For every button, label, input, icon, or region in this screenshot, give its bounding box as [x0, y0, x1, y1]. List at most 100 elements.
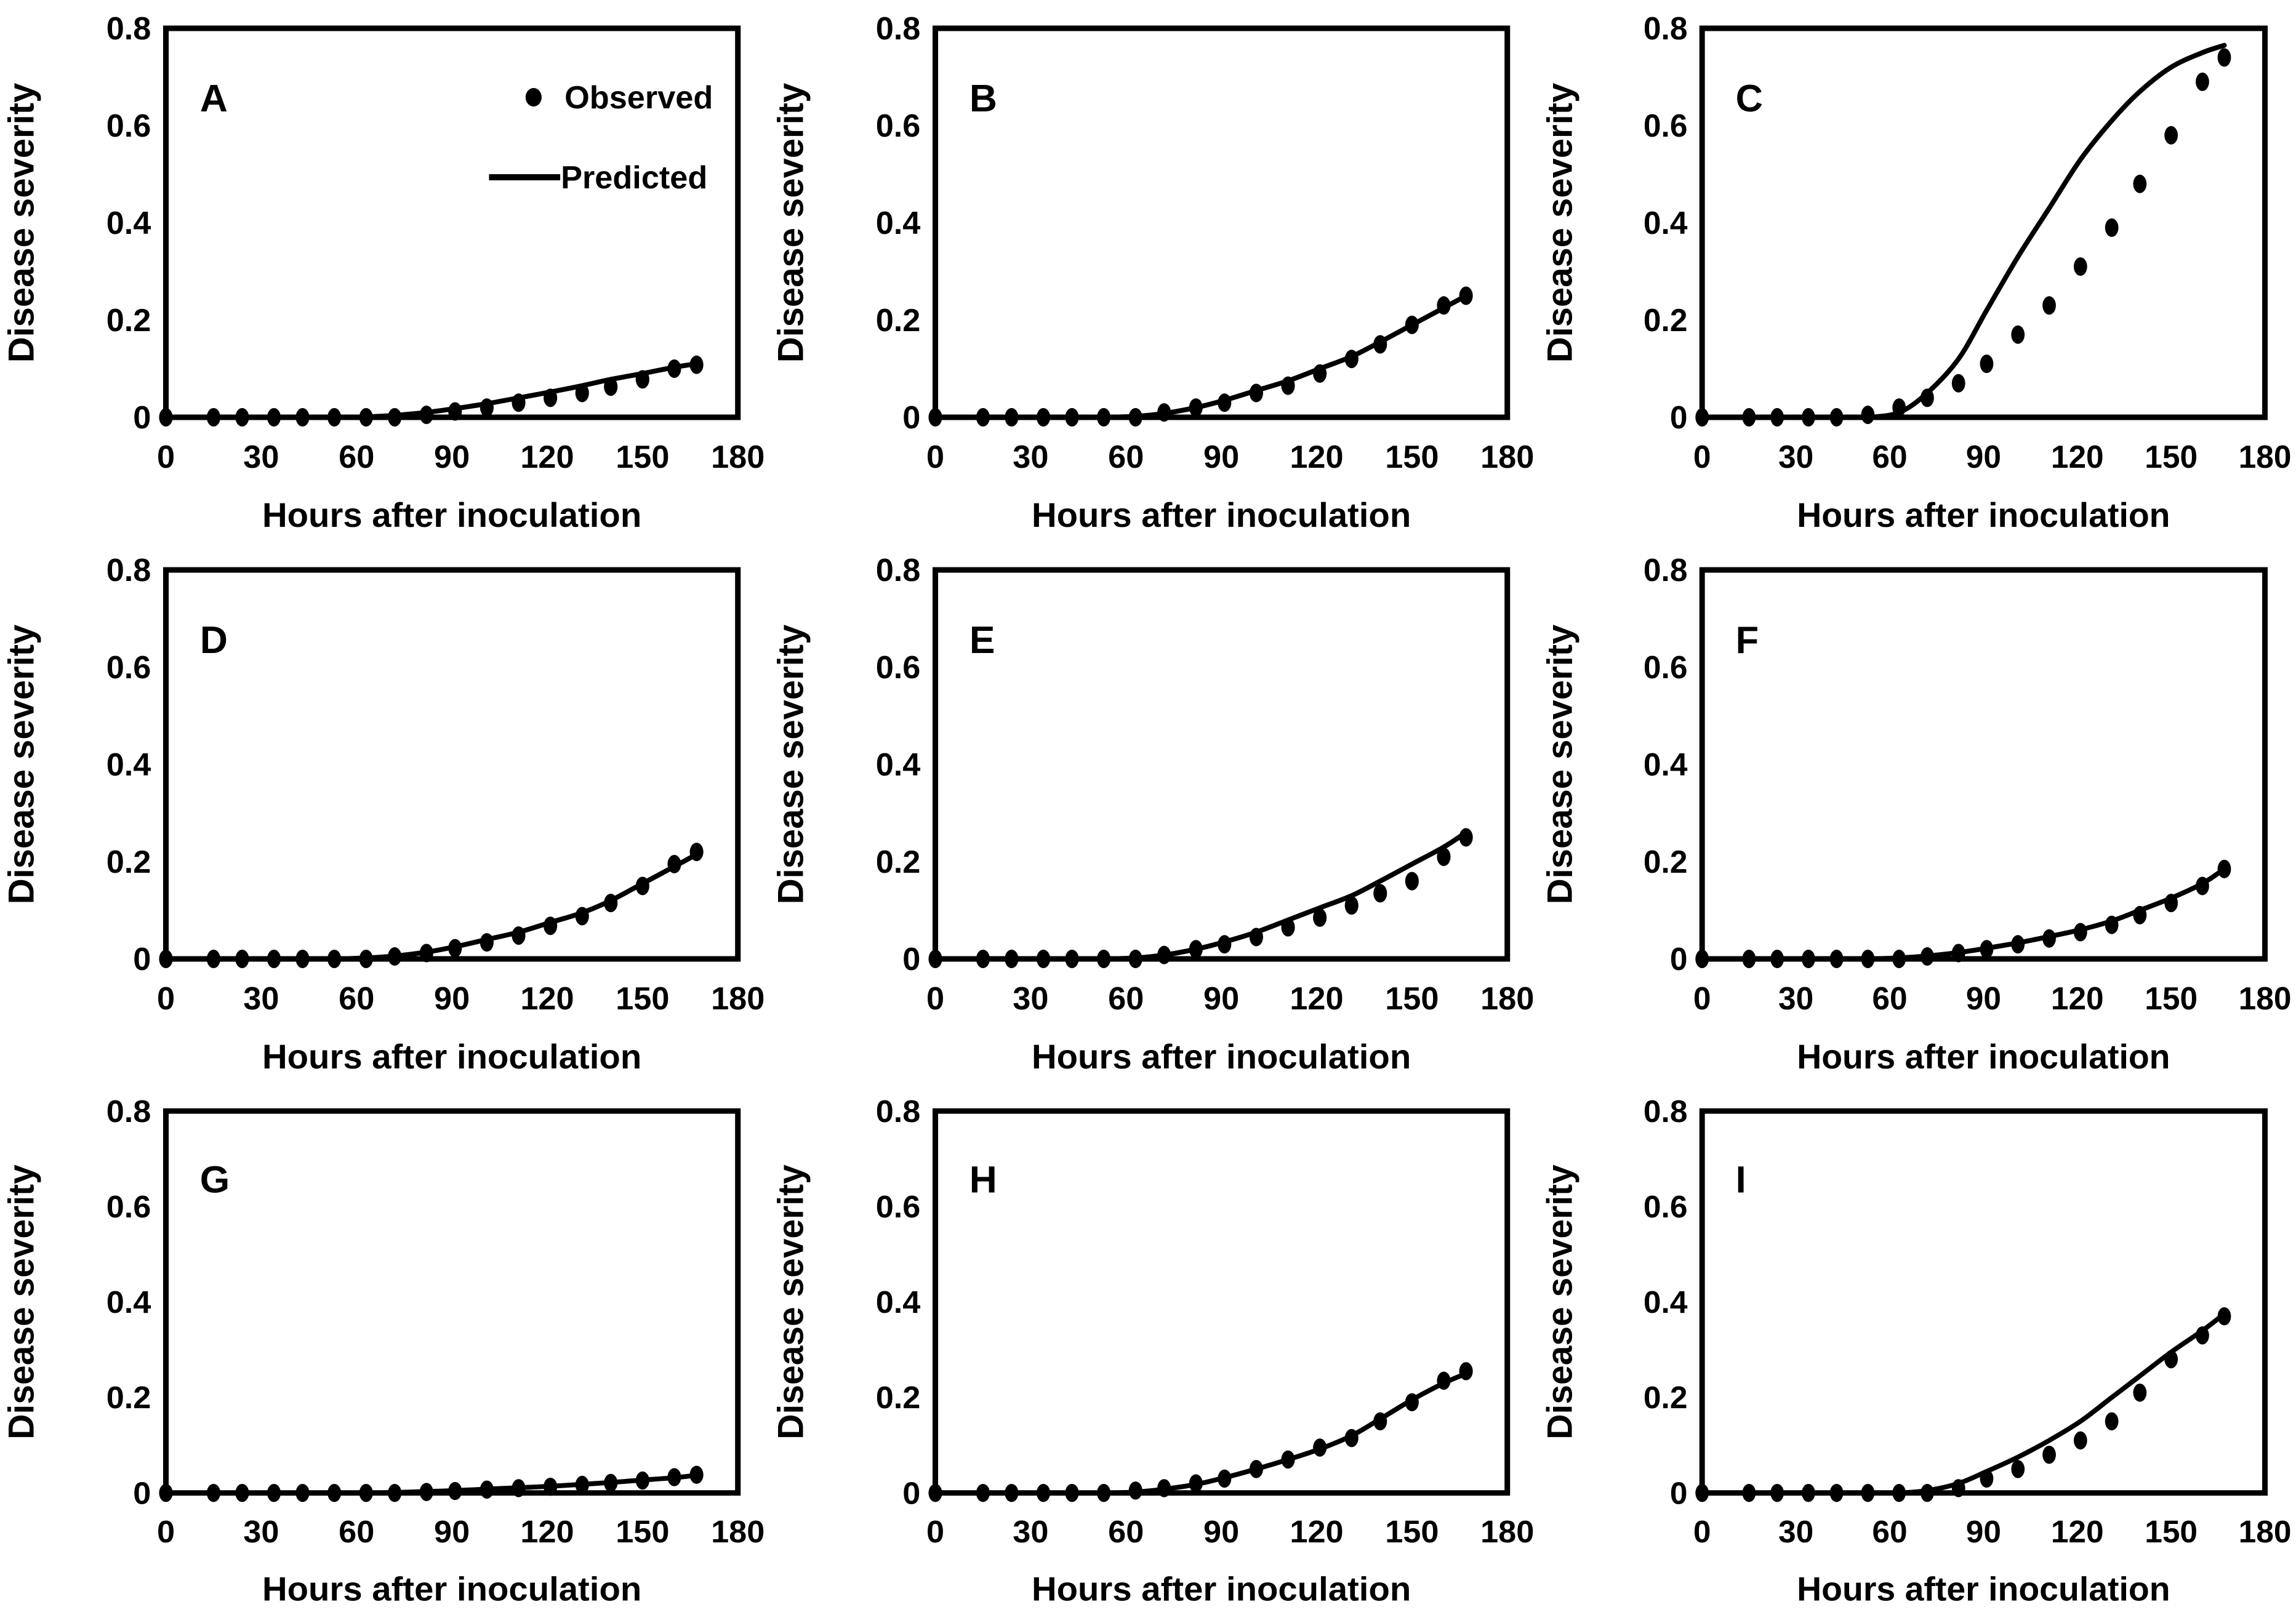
y-tick-label: 0	[1670, 941, 1688, 977]
legend-predicted-label: Predicted	[561, 160, 707, 196]
x-tick-label: 120	[1290, 439, 1343, 475]
x-tick-label: 60	[339, 439, 374, 475]
y-tick-label: 0.4	[1644, 205, 1688, 241]
observed-point	[1405, 315, 1419, 334]
x-axis-title: Hours after inoculation	[1032, 1037, 1411, 1076]
x-tick-label: 0	[157, 1514, 175, 1549]
observed-point	[976, 950, 990, 968]
x-tick-label: 60	[339, 981, 374, 1017]
observed-point	[327, 408, 342, 427]
observed-point	[1742, 950, 1756, 968]
observed-point	[1065, 950, 1079, 968]
y-tick-label: 0.4	[1644, 1284, 1688, 1320]
x-tick-label: 0	[1693, 1514, 1711, 1549]
x-tick-label: 150	[1385, 1514, 1439, 1549]
observed-point	[1344, 896, 1359, 915]
panel-f: 0 0.2 0.4 0.6 0.8 0 30 60 90 120 150 180 Hours after…	[1539, 542, 2296, 1083]
observed-point	[1861, 406, 1875, 425]
observed-point	[2011, 325, 2025, 344]
y-tick-label: 0.8	[106, 1093, 151, 1128]
observed-point	[1218, 935, 1232, 954]
x-tick-label: 0	[926, 1514, 944, 1549]
panel-b-chart: 0 0.2 0.4 0.6 0.8 0 30 60 90 120 150 180 Hours after…	[771, 11, 1534, 534]
x-tick-label: 0	[1693, 439, 1711, 475]
x-tick-label: 150	[1385, 439, 1439, 475]
y-tick-label: 0	[133, 1475, 151, 1510]
y-tick-label: 0.2	[106, 303, 151, 339]
observed-point	[1281, 918, 1295, 937]
y-tick-label: 0.4	[106, 1284, 151, 1320]
observed-point	[1802, 950, 1815, 968]
observed-point	[327, 1483, 342, 1502]
x-axis-ticks: 0 30 60 90 120 150 180	[1693, 980, 2292, 1016]
observed-point	[667, 359, 681, 378]
observed-point	[1036, 950, 1051, 968]
observed-point	[1742, 408, 1756, 427]
observed-point	[419, 1483, 433, 1501]
plot-frame	[163, 1108, 741, 1496]
observed-point	[1189, 1474, 1203, 1493]
observed-point	[159, 950, 173, 968]
x-tick-label: 30	[243, 439, 279, 475]
observed-point	[388, 947, 402, 966]
observed-point	[1065, 1483, 1079, 1502]
observed-point	[1128, 1481, 1142, 1500]
x-axis-title: Hours after inoculation	[1797, 1038, 2170, 1076]
observed-point	[1157, 1479, 1171, 1497]
observed-point	[1742, 1483, 1756, 1502]
observed-point	[1005, 1483, 1019, 1502]
y-tick-label: 0	[133, 400, 151, 436]
y-tick-label: 0.2	[876, 844, 921, 880]
y-tick-label: 0.8	[876, 553, 921, 588]
observed-point	[1373, 1412, 1387, 1431]
observed-point	[2105, 218, 2119, 237]
predicted-curve	[933, 293, 1469, 420]
observed-point	[419, 406, 433, 425]
y-tick-label: 0.6	[1644, 108, 1688, 143]
y-axis-ticks: 0 0.2 0.4 0.6 0.8	[106, 11, 151, 436]
observed-point	[1829, 1483, 1844, 1502]
observed-point	[689, 843, 704, 862]
observed-point	[388, 408, 402, 427]
y-axis-ticks: 0 0.2 0.4 0.6 0.8	[876, 553, 921, 977]
observed-point	[1344, 1429, 1359, 1448]
y-tick-label: 0.6	[876, 108, 921, 144]
observed-point	[206, 1483, 221, 1502]
observed-point	[928, 950, 942, 968]
observed-point	[1036, 408, 1051, 427]
observed-point	[235, 408, 249, 427]
x-tick-label: 150	[2145, 980, 2198, 1016]
observed-point	[1281, 376, 1295, 395]
observed-point	[1249, 383, 1263, 403]
observed-point	[1189, 940, 1203, 959]
observed-point	[1005, 950, 1019, 968]
y-axis-ticks: 0 0.2 0.4 0.6 0.8	[106, 553, 151, 977]
observed-point	[2133, 1384, 2147, 1402]
observed-point	[448, 402, 462, 421]
observed-point	[1980, 1469, 1994, 1488]
y-tick-label: 0.6	[876, 1189, 921, 1224]
observed-point	[1802, 1483, 1815, 1502]
panel-i-chart: 0 0.2 0.4 0.6 0.8 0 30 60 90 120 150 180 Hours after…	[1540, 1094, 2291, 1608]
panel-letter: G	[200, 1159, 230, 1201]
observed-point	[235, 1483, 249, 1502]
y-tick-label: 0.8	[1644, 1094, 1688, 1129]
observed-point	[1951, 944, 1965, 963]
y-axis-title: Disease severity	[1, 82, 41, 363]
x-tick-label: 180	[711, 981, 765, 1017]
observed-point	[2073, 1431, 2087, 1450]
panel-letter: F	[1736, 619, 1759, 662]
x-tick-label: 60	[1872, 439, 1907, 475]
observed-point	[2164, 126, 2178, 145]
x-tick-label: 90	[1966, 980, 2001, 1016]
x-tick-label: 180	[2239, 980, 2292, 1016]
observed-point	[206, 950, 221, 968]
x-tick-label: 30	[1013, 1514, 1048, 1549]
x-axis-ticks: 0 30 60 90 120 150 180	[926, 439, 1534, 475]
y-tick-label: 0	[1670, 1476, 1688, 1511]
y-tick-label: 0.6	[106, 108, 151, 144]
observed-points	[1695, 859, 2231, 968]
observed-point	[1313, 908, 1327, 927]
observed-point	[159, 1483, 173, 1502]
observed-point	[1373, 335, 1387, 354]
